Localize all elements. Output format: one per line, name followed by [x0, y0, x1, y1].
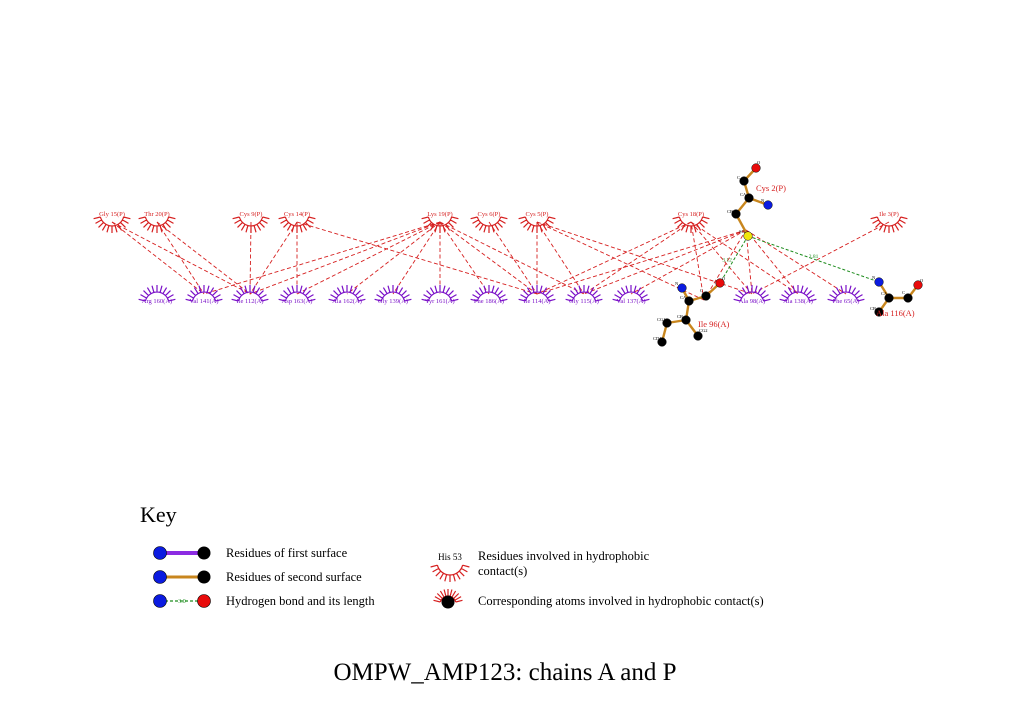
atom-label: CA [740, 192, 747, 197]
key-hbond-length: 3.0 [178, 599, 186, 605]
key-hbond-symbol: 3.0 [154, 595, 211, 608]
residue-ala98: Ala 98(A) [734, 285, 771, 305]
residue-label: Ile 3(P) [879, 211, 899, 218]
contact-line [112, 222, 204, 294]
residue-label: Val 141(A) [189, 298, 218, 305]
residue-gly139: Gly 139(A) [375, 285, 412, 305]
atom-label: O [722, 276, 726, 281]
molecule-ala116: N CA C O CB Ala 116(A) [870, 275, 924, 318]
contact-line [157, 222, 204, 294]
molecule-label: Ala 116(A) [876, 308, 915, 318]
residue-ala162: Ala 162(A) [329, 285, 366, 305]
residue-label: Cys 6(P) [478, 211, 501, 218]
contact-line [704, 230, 746, 300]
contact-line [440, 222, 489, 294]
contact-line [250, 222, 440, 294]
key-hydrophobic-atoms-label: Corresponding atoms involved in hydropho… [478, 594, 764, 608]
contact-line [157, 222, 250, 294]
key-second-surface-symbol [154, 571, 211, 584]
contact-line [393, 222, 440, 294]
residue-ile112: Ile 112(A) [232, 285, 269, 305]
residue-label: Ala 162(A) [332, 298, 362, 305]
key: Key Residues of first surface Residues o… [140, 502, 764, 609]
molecule-cys2: O C CA N CB SG Cys 2(P) [727, 160, 786, 240]
atom-label: SG [739, 229, 746, 234]
contact-line [752, 222, 889, 294]
molecule-label: Ile 96(A) [698, 319, 730, 329]
residue-label: Val 137(A) [616, 298, 645, 305]
key-hydrophobic-sample-label: His 53 [438, 552, 462, 562]
residue-label: Cys 18(P) [678, 211, 704, 218]
contact-line [746, 230, 846, 294]
key-hydrophobic-atom-icon [434, 589, 463, 609]
key-arc-shape [431, 565, 470, 582]
residue-label: Gly 139(A) [378, 298, 408, 305]
atom-label: CB [677, 314, 683, 319]
residue-label: Cys 9(P) [240, 211, 263, 218]
atom-label: C [737, 175, 740, 180]
contact-line [537, 230, 746, 294]
residue-label: Ile 114(A) [523, 298, 550, 305]
residue-arg160: Arg 160(A) [139, 285, 176, 305]
contact-line [112, 222, 250, 294]
key-hydrophobic-arc-icon [431, 565, 470, 582]
hydrophobic-contacts [112, 222, 889, 300]
residue-label: Lys 19(P) [427, 211, 452, 218]
atom-label: CA [881, 291, 888, 296]
atom-label: C [902, 290, 905, 295]
contact-line [347, 222, 440, 294]
contact-line [204, 222, 440, 294]
residue-label: Asp 163(A) [282, 298, 313, 305]
residue-label: Cys 14(P) [284, 211, 310, 218]
atom-label: CG1 [657, 317, 666, 322]
residue-label: Phe 186(A) [474, 298, 504, 305]
residue-val137: Val 137(A) [613, 285, 650, 305]
caption: OMPW_AMP123: chains A and P [333, 659, 676, 686]
key-first-surface-label: Residues of first surface [226, 546, 348, 560]
key-hbond-label: Hydrogen bond and its length [226, 594, 375, 608]
residue-label: Arg 160(A) [142, 298, 172, 305]
hbond-length-label: 3.12 [722, 258, 732, 264]
contact-line [746, 230, 798, 294]
atom-n [678, 284, 687, 293]
contact-line [440, 222, 584, 294]
atom-label: O [920, 278, 924, 283]
key-second-surface-label: Residues of second surface [226, 570, 362, 584]
key-hydrophobic-residue-label-1: Residues involved in hydrophobic [478, 549, 650, 563]
residue-label: Gly 15(P) [99, 211, 125, 218]
residue-ala138: Ala 138(A) [780, 285, 817, 305]
contact-line [250, 222, 297, 294]
atom-label: CB [727, 209, 733, 214]
residue-phe186: Phe 186(A) [471, 285, 508, 305]
atom-sg [744, 232, 753, 241]
atom-c [740, 177, 749, 186]
residue-label: Ala 138(A) [783, 298, 813, 305]
residue-label: Thr 20(P) [144, 211, 169, 218]
key-first-surface-symbol [154, 547, 211, 560]
molecule-label: Cys 2(P) [756, 183, 786, 193]
residue-val141: Val 141(A) [186, 285, 223, 305]
residue-label: Ala 98(A) [739, 298, 766, 305]
hbond-length-label: 2.81 [809, 254, 819, 260]
residue-label: Tyr 161(A) [425, 298, 454, 305]
key-title: Key [140, 502, 177, 527]
atom-label: CA [680, 295, 687, 300]
residue-label: Ile 112(A) [236, 298, 263, 305]
atom-label: C [700, 288, 703, 293]
atom-label: O [757, 160, 761, 165]
residue-label: Phe 65(A) [833, 298, 860, 305]
residue-label: Gly 115(A) [569, 298, 599, 305]
residue-label: Cys 5(P) [526, 211, 549, 218]
atom-label: CD1 [653, 336, 662, 341]
key-hydrophobic-residue-label-2: contact(s) [478, 564, 527, 578]
hydrogen-bonds: 3.12 2.81 [720, 236, 879, 283]
atom-n [875, 278, 884, 287]
residue-tyr161: Tyr 161(A) [422, 285, 459, 305]
residue-ile114: Ile 114(A) [519, 285, 556, 305]
residue-phe65: Phe 65(A) [828, 285, 865, 305]
atom-n [764, 201, 773, 210]
